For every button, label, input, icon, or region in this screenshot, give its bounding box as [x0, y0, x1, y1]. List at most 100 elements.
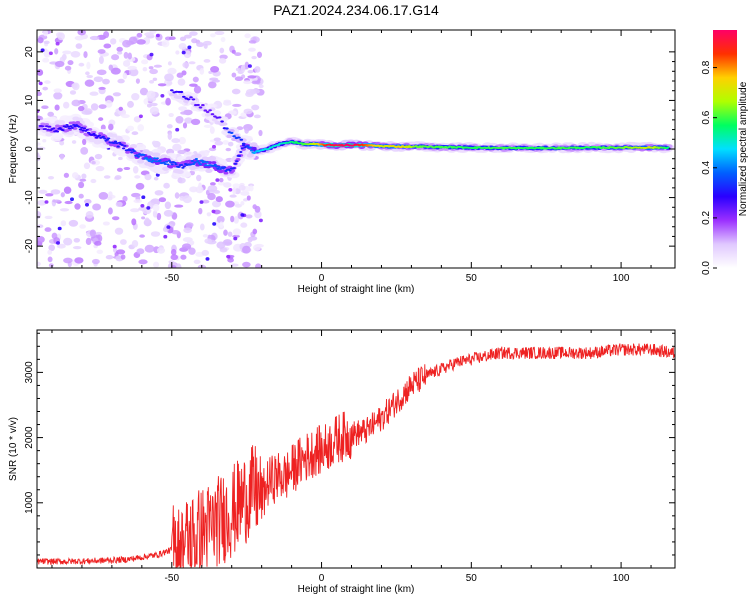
heatmap-cell — [98, 117, 104, 121]
heatmap-cell — [165, 97, 171, 106]
heatmap-cell — [115, 201, 123, 207]
heatmap-cell — [167, 67, 177, 75]
heatmap-cell — [111, 54, 120, 61]
heatmap-cell — [93, 76, 104, 83]
heatmap-cell — [63, 101, 70, 109]
heatmap-cell — [247, 75, 257, 79]
heatmap-cell — [90, 178, 97, 184]
snr-frame — [36, 329, 676, 569]
heatmap-cell — [253, 244, 261, 252]
heatmap-cell — [43, 49, 51, 58]
heatmap-cell — [37, 154, 41, 162]
heatmap-cell — [230, 263, 239, 267]
figure-title: PAZ1.2024.234.06.17.G14 — [273, 2, 439, 18]
colorbar-tick-label: 0.0 — [701, 261, 712, 275]
heatmap-cell — [37, 236, 45, 244]
heatmap-cell — [110, 67, 121, 75]
colorbar-tick-label: 0.8 — [701, 60, 712, 74]
heatmap-cell — [244, 61, 250, 70]
heatmap-cell — [212, 222, 217, 226]
colorbar-gradient — [713, 30, 737, 268]
heatmap-cell — [186, 98, 191, 101]
heatmap-cell — [91, 161, 96, 165]
heatmap-cell — [174, 204, 184, 208]
heatmap-cell — [178, 136, 186, 145]
heatmap-cell — [70, 51, 81, 58]
heatmap-cell — [196, 42, 205, 48]
heatmap-cell — [225, 147, 232, 152]
heatmap-cell — [77, 125, 81, 128]
heatmap-cell — [122, 39, 132, 48]
heatmap-cell — [244, 33, 251, 39]
heatmap-cell — [74, 35, 85, 41]
heatmap-cell — [222, 101, 232, 106]
heatmap-cell — [177, 78, 186, 86]
heatmap-cell — [215, 178, 220, 182]
heatmap-cell — [127, 100, 134, 108]
heatmap-cell — [134, 175, 141, 179]
heatmap-cell — [219, 116, 229, 122]
heatmap-cell — [231, 88, 241, 95]
heatmap-cell — [190, 118, 201, 126]
heatmap-cell — [53, 88, 62, 93]
heatmap-cell — [123, 144, 127, 147]
heatmap-cell — [182, 165, 186, 168]
heatmap-cell — [57, 32, 65, 41]
spectrogram-y-ticks: -20 -10 0 10 20 — [24, 46, 675, 253]
heatmap-cell — [185, 222, 194, 228]
heatmap-cell — [227, 231, 233, 237]
heatmap-cell — [207, 161, 213, 165]
heatmap-cell — [47, 125, 52, 128]
heatmap-cell — [151, 140, 157, 146]
heatmap-cell — [193, 161, 197, 164]
heatmap-cell — [81, 110, 92, 115]
heatmap-cell — [59, 140, 65, 146]
heatmap-cell — [230, 215, 235, 223]
heatmap-cell — [225, 200, 235, 208]
heatmap-cell — [147, 159, 151, 162]
heatmap-cell — [48, 51, 53, 56]
heatmap-cell — [141, 216, 146, 220]
heatmap-cell — [162, 161, 166, 164]
heatmap-cell — [105, 254, 114, 260]
heatmap-cell — [206, 212, 212, 217]
heatmap-cell — [122, 72, 128, 80]
heatmap-cell — [176, 72, 184, 78]
heatmap-cell — [130, 208, 138, 213]
heatmap-cell — [178, 42, 187, 50]
heatmap-cell — [119, 239, 127, 245]
x-tick-label: 100 — [613, 273, 630, 284]
heatmap-cell — [135, 182, 145, 190]
heatmap-cell — [47, 256, 53, 263]
heatmap-cell — [149, 68, 158, 75]
heatmap-cell — [67, 60, 74, 66]
heatmap-cell — [117, 138, 125, 143]
heatmap-cell — [132, 165, 139, 174]
heatmap-cell — [126, 125, 135, 132]
heatmap-cell — [37, 210, 42, 219]
heatmap-cell — [248, 146, 252, 149]
heatmap-cell — [112, 246, 118, 253]
colorbar-ticks: 0.0 0.2 0.4 0.6 0.8 — [701, 60, 717, 275]
heatmap-cell — [240, 222, 248, 228]
colorbar-tick-label: 0.4 — [701, 160, 712, 174]
heatmap-cell — [55, 41, 60, 46]
heatmap-cell — [183, 50, 192, 59]
heatmap-cell — [178, 106, 187, 111]
heatmap-cell — [130, 151, 134, 154]
heatmap-cell — [199, 200, 204, 204]
heatmap-cell — [144, 157, 149, 159]
heatmap-cell — [146, 151, 154, 156]
heatmap-cell — [216, 241, 226, 249]
heatmap-cell — [161, 39, 170, 48]
heatmap-cell — [64, 200, 73, 205]
heatmap-cell — [79, 178, 87, 182]
heatmap-cell — [179, 164, 184, 166]
heatmap-cell — [48, 263, 54, 268]
heatmap-cell — [123, 51, 129, 59]
heatmap-cell — [95, 165, 105, 172]
heatmap-cell — [71, 140, 77, 144]
heatmap-cell — [157, 83, 167, 87]
heatmap-cell — [139, 234, 145, 238]
heatmap-cell — [103, 137, 107, 140]
